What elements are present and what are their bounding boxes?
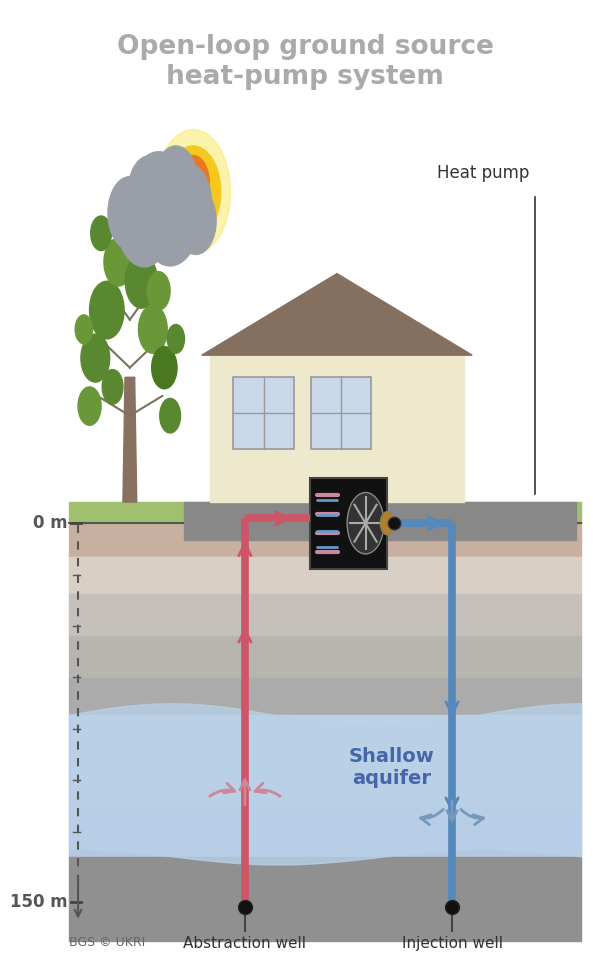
Circle shape (160, 398, 180, 433)
Circle shape (347, 492, 384, 554)
Circle shape (167, 324, 184, 353)
Bar (69, 594, 582, 636)
Circle shape (117, 175, 172, 267)
Circle shape (152, 347, 177, 389)
Circle shape (108, 177, 152, 250)
Text: Injection well: Injection well (401, 936, 502, 951)
Bar (234, 377, 294, 449)
Circle shape (125, 254, 158, 308)
Bar (69, 857, 582, 941)
Polygon shape (123, 377, 137, 502)
Bar (211, 355, 464, 502)
Circle shape (165, 146, 221, 238)
Text: Heat pump: Heat pump (437, 164, 530, 182)
Bar (311, 377, 371, 449)
Bar (69, 636, 582, 678)
Text: Open-loop ground source
heat-pump system: Open-loop ground source heat-pump system (117, 34, 494, 89)
Circle shape (140, 166, 200, 266)
Bar (69, 523, 582, 557)
Circle shape (177, 156, 209, 209)
Polygon shape (202, 274, 472, 355)
Polygon shape (69, 704, 582, 865)
Circle shape (130, 152, 187, 248)
Circle shape (117, 193, 142, 235)
Bar (69, 715, 582, 807)
Text: Shallow
aquifer: Shallow aquifer (349, 747, 435, 787)
Circle shape (139, 305, 167, 353)
Circle shape (156, 130, 231, 254)
Bar (69, 557, 582, 594)
Text: Abstraction well: Abstraction well (183, 936, 307, 951)
Circle shape (163, 163, 212, 244)
Bar (310, 477, 387, 568)
Circle shape (78, 387, 101, 425)
Circle shape (154, 146, 197, 219)
Circle shape (147, 272, 170, 310)
Bar (69, 678, 582, 715)
Circle shape (102, 370, 123, 404)
Bar (69, 502, 582, 523)
Circle shape (128, 156, 172, 228)
Text: 0 m: 0 m (33, 515, 68, 532)
Circle shape (91, 216, 111, 251)
Bar (69, 807, 582, 857)
Circle shape (380, 512, 394, 535)
Circle shape (75, 315, 93, 344)
Bar (184, 502, 576, 540)
Circle shape (176, 187, 216, 254)
Circle shape (135, 222, 160, 264)
Text: 150 m: 150 m (10, 894, 68, 911)
Circle shape (104, 238, 133, 286)
Circle shape (81, 334, 110, 382)
Circle shape (90, 281, 124, 339)
Text: BGS © UKRI: BGS © UKRI (69, 936, 146, 949)
